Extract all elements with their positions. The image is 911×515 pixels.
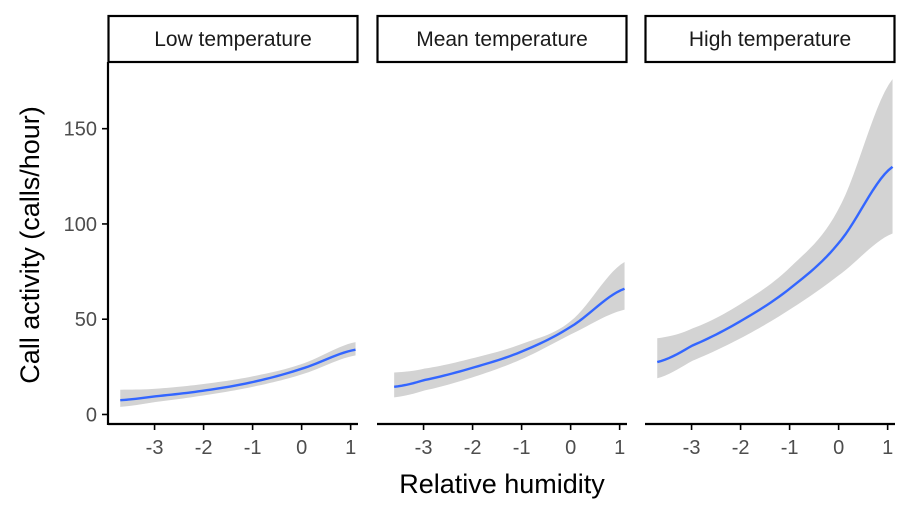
x-tick-label: -3 bbox=[146, 437, 164, 459]
strip-label: Mean temperature bbox=[416, 28, 588, 51]
x-tick-label: 0 bbox=[296, 437, 307, 459]
y-axis-title: Call activity (calls/hour) bbox=[15, 106, 45, 384]
x-tick-label: -3 bbox=[415, 437, 433, 459]
x-tick-label: -1 bbox=[513, 437, 531, 459]
x-tick-label: 1 bbox=[345, 437, 356, 459]
y-tick-label: 0 bbox=[86, 404, 97, 426]
x-tick-label: -1 bbox=[781, 437, 799, 459]
chart-panels: Low temperature -3 -2 -1 0 1 Mean temperature -… bbox=[107, 14, 896, 459]
y-tick-label: 100 bbox=[64, 214, 97, 236]
panel-1: Low temperature -3 -2 -1 0 1 bbox=[107, 14, 359, 459]
strip-box bbox=[107, 14, 359, 64]
x-tick-label: 0 bbox=[833, 437, 844, 459]
x-tick-label: -2 bbox=[732, 437, 750, 459]
x-tick-label: 0 bbox=[565, 437, 576, 459]
x-tick-label: -1 bbox=[244, 437, 262, 459]
strip-box bbox=[376, 14, 628, 64]
x-tick-label: 1 bbox=[882, 437, 893, 459]
strip-label: Low temperature bbox=[154, 28, 312, 51]
panel-3: High temperature -3 -2 -1 0 1 bbox=[644, 14, 896, 459]
fitted-line bbox=[656, 165, 894, 364]
x-tick-label: -3 bbox=[683, 437, 701, 459]
x-axis-title: Relative humidity bbox=[399, 469, 605, 499]
fitted-line bbox=[394, 287, 626, 389]
confidence-ribbon bbox=[120, 342, 356, 407]
x-tick-label: -2 bbox=[195, 437, 213, 459]
confidence-ribbon bbox=[657, 79, 893, 379]
y-tick-label: 150 bbox=[64, 119, 97, 141]
x-tick-label: -2 bbox=[464, 437, 482, 459]
fitted-line bbox=[120, 348, 356, 402]
confidence-ribbon bbox=[394, 262, 625, 398]
y-tick-label: 50 bbox=[75, 309, 97, 331]
panel-2: Mean temperature -3 -2 -1 0 1 bbox=[376, 14, 628, 459]
strip-label: High temperature bbox=[689, 28, 851, 51]
x-tick-label: 1 bbox=[614, 437, 625, 459]
y-axis: 0 50 100 150 bbox=[64, 62, 110, 426]
strip-box bbox=[644, 14, 896, 64]
